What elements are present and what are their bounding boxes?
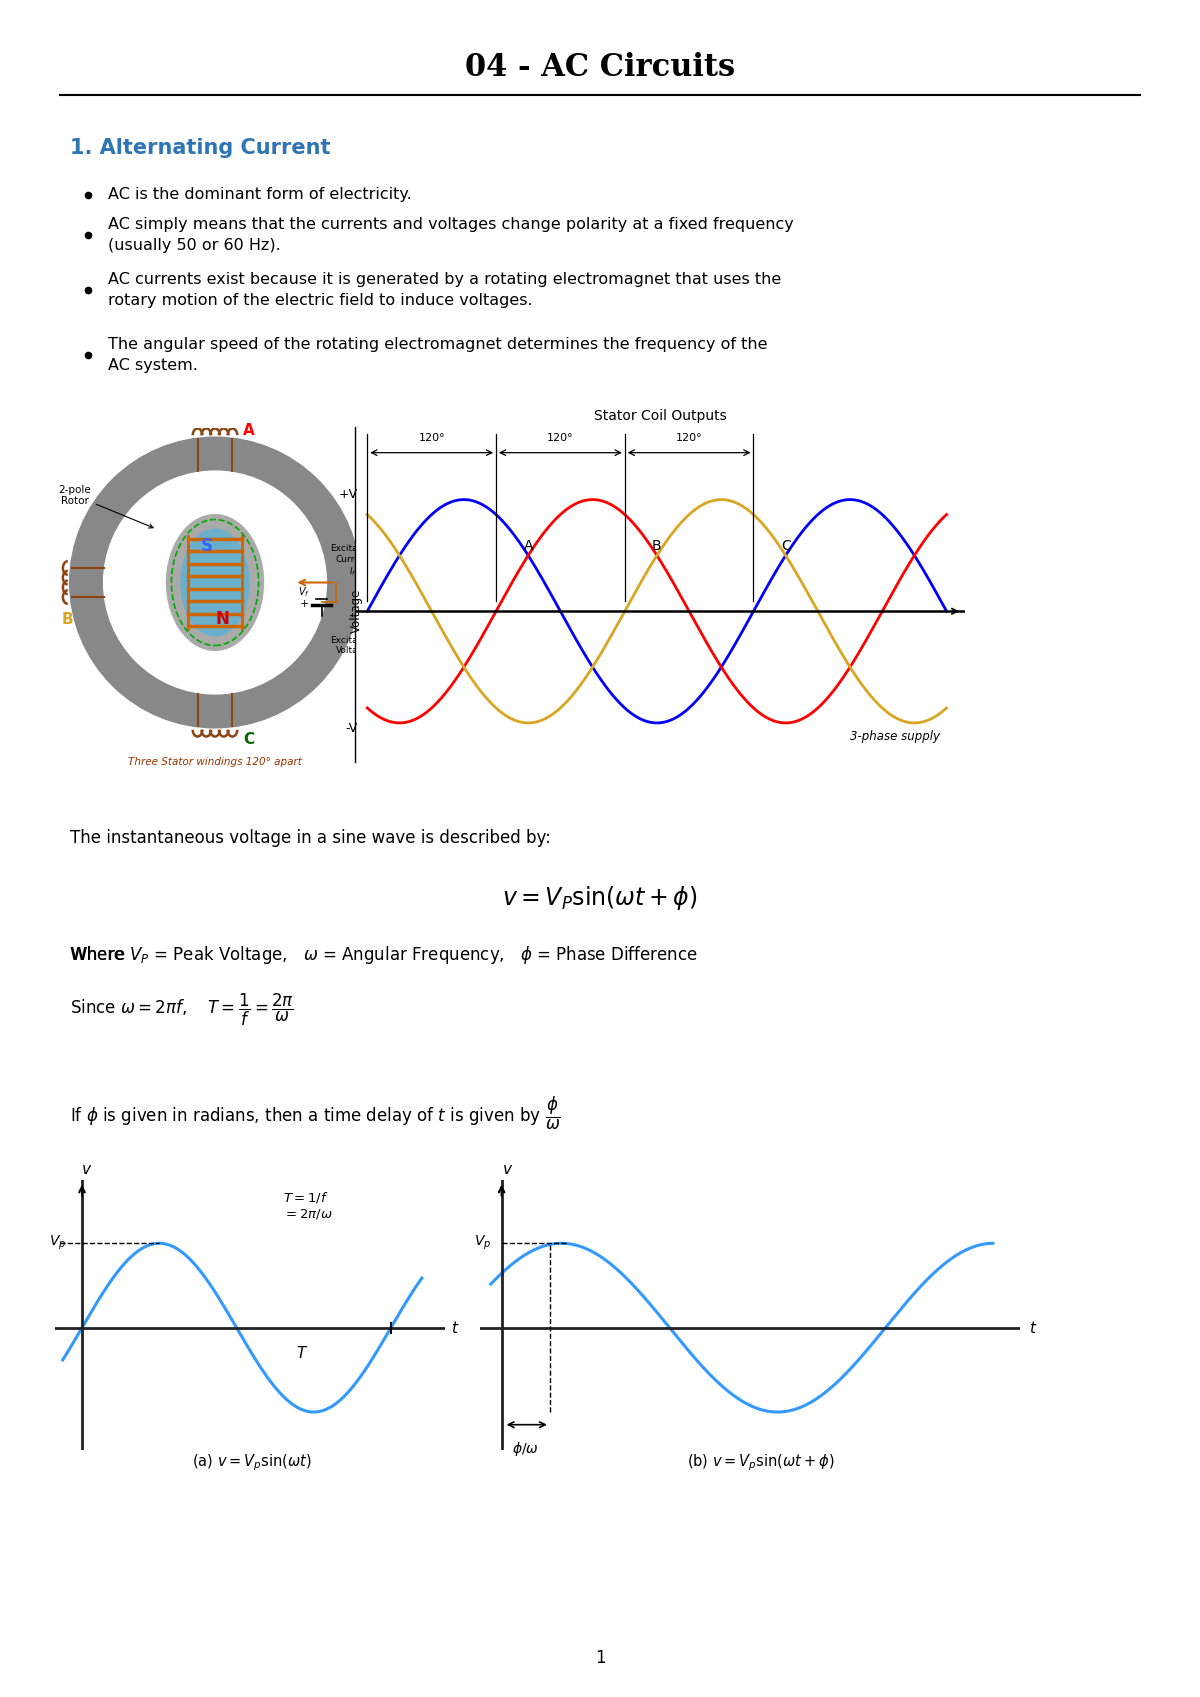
- Text: Where $V_P$ = Peak Voltage,   $\omega$ = Angular Frequency,   $\phi$ = Phase Dif: Where $V_P$ = Peak Voltage, $\omega$ = A…: [70, 944, 698, 966]
- Ellipse shape: [167, 514, 264, 650]
- Text: $V_p$: $V_p$: [49, 1234, 66, 1252]
- Circle shape: [70, 438, 360, 728]
- Text: If $\phi$ is given in radians, then a time delay of $t$ is given by $\dfrac{\phi: If $\phi$ is given in radians, then a ti…: [70, 1095, 560, 1132]
- Text: 04 - AC Circuits: 04 - AC Circuits: [464, 53, 736, 83]
- Text: Excitation
Voltage: Excitation Voltage: [330, 636, 376, 655]
- Text: 2-pole
Rotor: 2-pole Rotor: [58, 485, 154, 528]
- Text: Excitation
Current
$I_f$: Excitation Current $I_f$: [330, 545, 376, 579]
- Text: $T = 1/f$
$= 2\pi/\omega$: $T = 1/f$ $= 2\pi/\omega$: [283, 1190, 332, 1220]
- Text: (b) $v = V_p \sin(\omega t + \phi)$: (b) $v = V_p \sin(\omega t + \phi)$: [688, 1453, 834, 1473]
- Text: 1: 1: [595, 1649, 605, 1666]
- Text: $T$: $T$: [296, 1344, 308, 1361]
- Text: B: B: [652, 540, 661, 553]
- Text: 120°: 120°: [676, 433, 702, 443]
- Text: Since $\omega = 2\pi f$,    $T = \dfrac{1}{f} = \dfrac{2\pi}{\omega}$: Since $\omega = 2\pi f$, $T = \dfrac{1}{…: [70, 991, 294, 1028]
- Text: B: B: [62, 613, 73, 626]
- Text: A: A: [523, 540, 533, 553]
- Text: The angular speed of the rotating electromagnet determines the frequency of the
: The angular speed of the rotating electr…: [108, 338, 768, 373]
- Text: $v = V_P \sin(\omega t + \phi)$: $v = V_P \sin(\omega t + \phi)$: [502, 884, 698, 911]
- Text: C: C: [781, 540, 791, 553]
- Text: Voltage: Voltage: [349, 589, 362, 633]
- Text: +: +: [300, 599, 308, 609]
- Text: AC is the dominant form of electricity.: AC is the dominant form of electricity.: [108, 187, 412, 202]
- Text: AC simply means that the currents and voltages change polarity at a fixed freque: AC simply means that the currents and vo…: [108, 217, 793, 253]
- Text: Three Stator windings 120° apart: Three Stator windings 120° apart: [128, 757, 302, 767]
- Ellipse shape: [181, 529, 248, 636]
- Text: N: N: [216, 611, 229, 628]
- Text: (a) $v = V_p \sin(\omega t)$: (a) $v = V_p \sin(\omega t)$: [192, 1453, 312, 1473]
- Text: $t$: $t$: [1028, 1320, 1037, 1336]
- Text: A: A: [244, 423, 254, 438]
- Text: 120°: 120°: [547, 433, 574, 443]
- Text: $V_p$: $V_p$: [474, 1234, 491, 1252]
- Text: $v$: $v$: [82, 1162, 92, 1178]
- Text: S: S: [202, 536, 214, 555]
- Text: $v$: $v$: [503, 1162, 514, 1178]
- Text: $\phi/\omega$: $\phi/\omega$: [512, 1439, 539, 1458]
- Title: Stator Coil Outputs: Stator Coil Outputs: [594, 409, 726, 423]
- Circle shape: [103, 472, 326, 694]
- Text: $V_f$: $V_f$: [298, 585, 310, 599]
- Text: +V: +V: [338, 487, 358, 501]
- Text: 1. Alternating Current: 1. Alternating Current: [70, 137, 330, 158]
- Text: Where: Where: [70, 945, 130, 964]
- Text: -V: -V: [346, 721, 358, 735]
- Text: 120°: 120°: [419, 433, 445, 443]
- Text: The instantaneous voltage in a sine wave is described by:: The instantaneous voltage in a sine wave…: [70, 830, 551, 847]
- Text: 3-phase supply: 3-phase supply: [851, 730, 941, 743]
- Text: C: C: [244, 731, 254, 747]
- Text: $t$: $t$: [451, 1320, 460, 1336]
- Text: AC currents exist because it is generated by a rotating electromagnet that uses : AC currents exist because it is generate…: [108, 272, 781, 307]
